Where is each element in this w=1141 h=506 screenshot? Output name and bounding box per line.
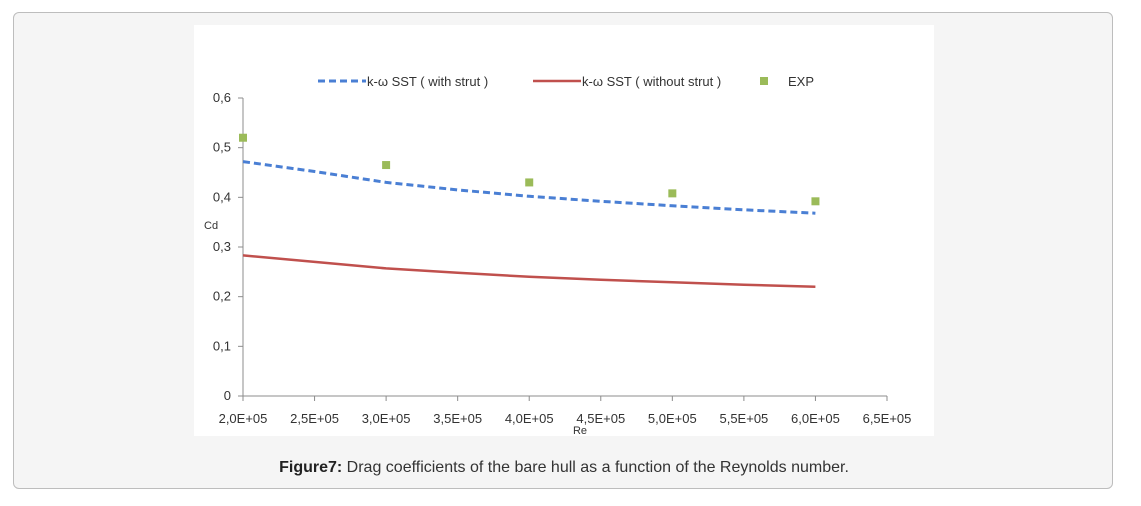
y-tick-label: 0,2 [213, 289, 231, 304]
axes: 0 0,1 0,2 0,3 0,4 0,5 0,6 2,0E+05 2,5E+05 3,0E+05… [204, 90, 911, 436]
drag-coefficient-chart: 0 0,1 0,2 0,3 0,4 0,5 0,6 2,0E+05 2,5E+05 3,0E+05… [204, 74, 911, 436]
y-tick-label: 0,6 [213, 90, 231, 105]
y-tick-label: 0,5 [213, 140, 231, 155]
y-tick-label: 0,3 [213, 239, 231, 254]
legend-label-without-strut: k-ω SST ( without strut ) [582, 74, 721, 89]
series-layer [239, 133, 820, 288]
x-tick-label: 5,0E+05 [648, 411, 697, 426]
caption-text: Drag coefficients of the bare hull as a … [342, 459, 849, 476]
x-tick-label: 6,5E+05 [863, 411, 912, 426]
x-tick-label: 3,5E+05 [433, 411, 482, 426]
y-tick-label: 0 [224, 388, 231, 403]
legend-label-with-strut: k-ω SST ( with strut ) [367, 74, 488, 89]
exp-marker [811, 197, 820, 206]
exp-marker [525, 178, 534, 187]
y-axis-title: Cd [204, 220, 218, 232]
x-tick-label: 2,0E+05 [219, 411, 268, 426]
exp-marker [382, 161, 391, 170]
x-tick-label: 2,5E+05 [290, 411, 339, 426]
x-tick-label: 5,5E+05 [719, 411, 768, 426]
x-axis-title: Re [573, 425, 587, 436]
x-tick-label: 4,0E+05 [505, 411, 554, 426]
legend: k-ω SST ( with strut ) k-ω SST ( without … [318, 74, 814, 89]
figure-caption: Figure7: Drag coefficients of the bare h… [14, 459, 1114, 477]
with-strut-line [242, 160, 816, 215]
legend-label-exp: EXP [788, 74, 814, 89]
x-tick-label: 6,0E+05 [791, 411, 840, 426]
exp-marker [668, 189, 677, 198]
y-tick-label: 0,1 [213, 338, 231, 353]
exp-marker [239, 133, 247, 142]
chart-panel: 0 0,1 0,2 0,3 0,4 0,5 0,6 2,0E+05 2,5E+05 3,0E+05… [194, 25, 934, 436]
without-strut-line [242, 254, 816, 288]
y-tick-label: 0,4 [213, 189, 231, 204]
x-tick-label: 3,0E+05 [362, 411, 411, 426]
legend-swatch-exp [760, 77, 768, 85]
x-tick-label: 4,5E+05 [576, 411, 625, 426]
caption-label: Figure7: [279, 459, 343, 476]
figure-card: 0 0,1 0,2 0,3 0,4 0,5 0,6 2,0E+05 2,5E+05 3,0E+05… [13, 12, 1113, 489]
